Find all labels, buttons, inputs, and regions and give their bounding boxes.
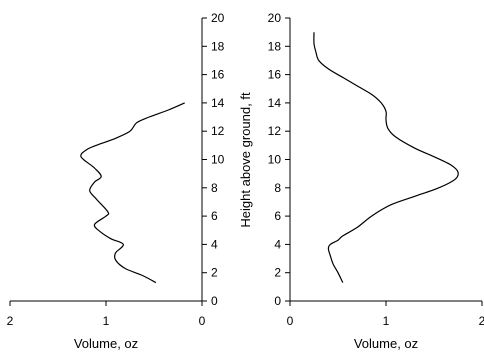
y-tick-label: 6 — [211, 209, 218, 223]
y-tick-label: 14 — [268, 96, 282, 110]
y-tick-label: 2 — [274, 266, 281, 280]
y-tick-label: 8 — [274, 181, 281, 195]
y-tick-label: 10 — [211, 153, 225, 167]
x-tick-label: 0 — [287, 314, 294, 328]
y-tick-label: 18 — [211, 39, 225, 53]
y-tick-label: 12 — [268, 124, 282, 138]
y-tick-label: 0 — [274, 294, 281, 308]
y-tick-label: 6 — [274, 209, 281, 223]
y-tick-label: 16 — [211, 68, 225, 82]
y-tick-label: 18 — [268, 39, 282, 53]
y-tick-label: 16 — [268, 68, 282, 82]
y-tick-label: 20 — [211, 11, 225, 25]
right-series-line — [313, 32, 459, 283]
y-tick-label: 14 — [211, 96, 225, 110]
right-x-ticks: 0 1 2 — [287, 301, 484, 328]
x-tick-label: 2 — [479, 314, 484, 328]
left-series-line — [80, 102, 185, 284]
y-tick-label: 8 — [211, 181, 218, 195]
y-tick-label: 2 — [211, 266, 218, 280]
x-tick-label: 1 — [383, 314, 390, 328]
right-y-axis-title: Height above ground, ft — [238, 92, 253, 228]
x-tick-label: 1 — [103, 314, 110, 328]
y-tick-label: 10 — [268, 153, 282, 167]
left-x-ticks: 2 1 0 — [7, 301, 206, 328]
x-tick-label: 2 — [7, 314, 14, 328]
right-y-ticks: 0 2 4 6 8 10 12 14 16 18 20 — [268, 11, 290, 308]
y-tick-label: 4 — [274, 237, 281, 251]
y-tick-label: 12 — [211, 124, 225, 138]
x-tick-label: 0 — [199, 314, 206, 328]
y-tick-label: 4 — [211, 237, 218, 251]
y-tick-label: 0 — [211, 294, 218, 308]
left-y-ticks: 0 2 4 6 8 10 12 14 16 18 20 — [202, 11, 225, 308]
y-tick-label: 20 — [268, 11, 282, 25]
left-x-axis-title: Volume, oz — [74, 336, 138, 351]
right-x-axis-title: Volume, oz — [354, 336, 418, 351]
